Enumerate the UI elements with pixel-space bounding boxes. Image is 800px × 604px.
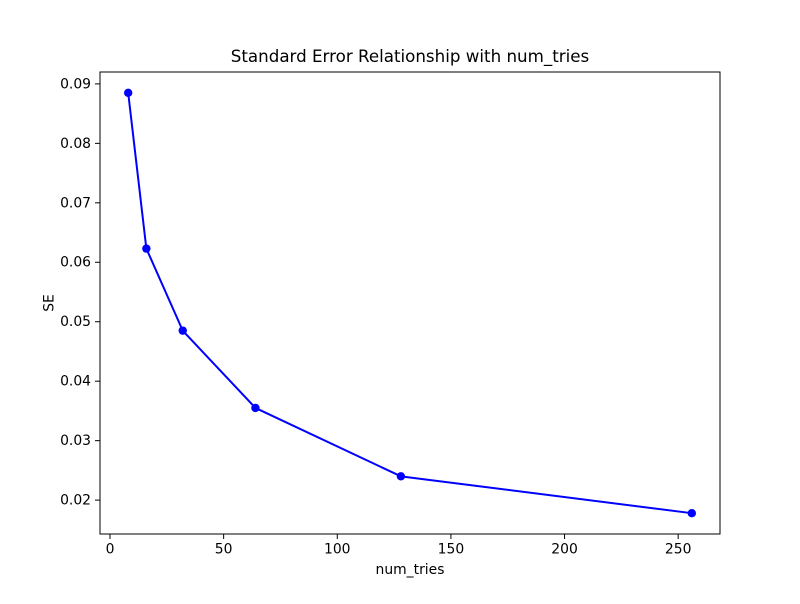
y-tick-label: 0.02 [60,493,91,509]
x-tick-label: 50 [215,542,233,558]
data-point [178,326,187,335]
chart-title: Standard Error Relationship with num_tri… [231,46,589,67]
x-tick-label: 150 [438,542,465,558]
y-tick-label: 0.06 [60,255,91,271]
data-point [396,472,406,481]
x-axis-label: num_tries [376,562,445,578]
plot-frame [99,71,721,535]
y-tick-label: 0.08 [60,136,91,152]
y-tick-label: 0.07 [60,195,91,211]
x-tick-label: 200 [551,542,578,558]
data-point [123,88,133,98]
data-series [123,88,697,518]
y-axis-label: SE [41,294,57,312]
y-tick-label: 0.04 [60,374,91,390]
data-point [142,244,151,253]
x-axis-ticks: 0 50 100 150 200 250 [106,534,692,558]
y-tick-label: 0.09 [60,76,91,92]
y-tick-label: 0.05 [60,314,91,330]
y-tick-label: 0.03 [60,433,91,449]
data-point [687,508,697,518]
x-tick-label: 250 [665,542,692,558]
series-line [127,91,693,515]
x-tick-label: 0 [106,542,115,558]
y-axis-ticks: 0.02 0.03 0.04 0.05 0.06 0.07 0.08 0.09 [60,76,100,509]
x-tick-label: 100 [324,542,351,558]
data-point [251,403,260,413]
